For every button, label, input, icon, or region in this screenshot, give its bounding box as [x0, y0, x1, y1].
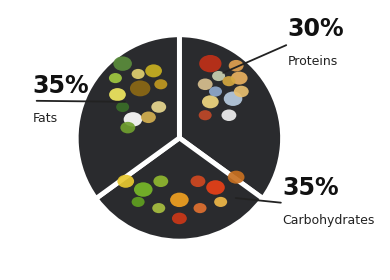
- Ellipse shape: [224, 92, 242, 106]
- Ellipse shape: [109, 73, 122, 83]
- Ellipse shape: [228, 171, 245, 184]
- Wedge shape: [179, 35, 283, 199]
- Ellipse shape: [141, 111, 156, 123]
- Wedge shape: [76, 35, 179, 199]
- Ellipse shape: [121, 122, 135, 133]
- Text: 35%: 35%: [283, 176, 339, 200]
- Text: Proteins: Proteins: [288, 55, 338, 68]
- Ellipse shape: [130, 80, 151, 96]
- Ellipse shape: [153, 176, 168, 187]
- Ellipse shape: [206, 180, 225, 195]
- Ellipse shape: [198, 78, 213, 90]
- Ellipse shape: [229, 60, 244, 71]
- Ellipse shape: [109, 88, 126, 101]
- Text: Fats: Fats: [33, 112, 58, 125]
- Ellipse shape: [134, 182, 152, 197]
- Ellipse shape: [214, 197, 227, 207]
- Ellipse shape: [209, 87, 222, 97]
- Ellipse shape: [113, 56, 132, 71]
- Ellipse shape: [199, 55, 222, 72]
- Ellipse shape: [202, 95, 219, 108]
- Ellipse shape: [152, 203, 165, 213]
- Ellipse shape: [151, 101, 166, 113]
- Text: Carbohydrates: Carbohydrates: [283, 214, 375, 227]
- Ellipse shape: [234, 86, 249, 97]
- Text: 30%: 30%: [288, 17, 344, 41]
- Ellipse shape: [124, 112, 142, 127]
- Ellipse shape: [145, 64, 162, 77]
- Ellipse shape: [116, 102, 129, 112]
- Ellipse shape: [117, 175, 134, 188]
- Ellipse shape: [193, 203, 207, 213]
- Ellipse shape: [172, 213, 187, 224]
- Text: 35%: 35%: [33, 74, 89, 98]
- Ellipse shape: [170, 193, 189, 207]
- Ellipse shape: [154, 79, 167, 89]
- Ellipse shape: [191, 176, 206, 187]
- Wedge shape: [96, 138, 263, 241]
- Ellipse shape: [199, 110, 212, 120]
- Ellipse shape: [231, 72, 248, 85]
- Ellipse shape: [131, 69, 145, 79]
- Ellipse shape: [212, 71, 225, 81]
- Ellipse shape: [222, 109, 236, 121]
- Ellipse shape: [131, 197, 145, 207]
- Ellipse shape: [222, 76, 236, 86]
